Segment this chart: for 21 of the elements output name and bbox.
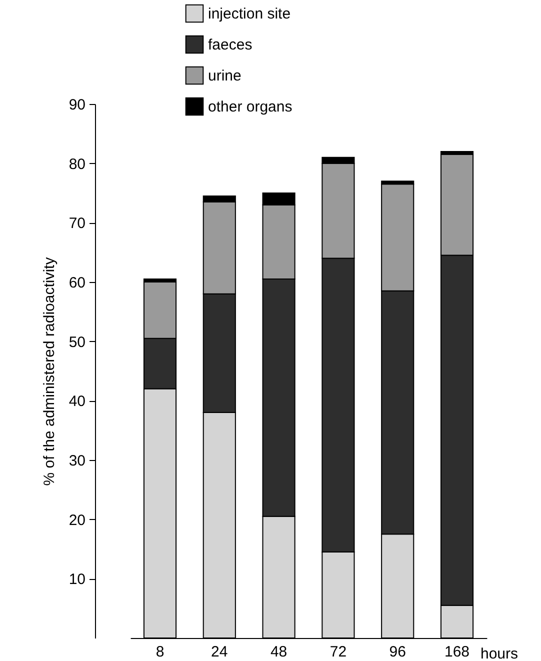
x-tick-label: 72 bbox=[330, 644, 347, 660]
legend-label: faeces bbox=[208, 36, 252, 54]
y-tick-label: 90 bbox=[68, 96, 86, 114]
y-tick-label: 50 bbox=[68, 334, 86, 351]
legend-label: urine bbox=[208, 68, 242, 84]
x-tick-label: 24 bbox=[211, 644, 228, 660]
x-tick-label: 48 bbox=[270, 644, 288, 660]
x-tick-label: 96 bbox=[389, 644, 406, 660]
legend-label: injection site bbox=[208, 6, 291, 22]
x-tick-label: 8 bbox=[156, 644, 164, 660]
y-tick-label: 80 bbox=[68, 156, 86, 173]
x-axis-title: hours bbox=[480, 646, 518, 661]
legend-label: other organs bbox=[208, 98, 292, 116]
y-tick-label: 40 bbox=[68, 393, 86, 410]
y-tick-label: 30 bbox=[68, 452, 86, 470]
y-tick-label: 60 bbox=[68, 274, 86, 292]
y-tick-label: 20 bbox=[68, 512, 86, 529]
x-tick-label: 168 bbox=[444, 644, 470, 660]
y-axis-title: % of the administered radioactivity bbox=[40, 256, 58, 486]
y-tick-label: 70 bbox=[68, 215, 86, 232]
y-tick-label: 10 bbox=[68, 571, 86, 588]
